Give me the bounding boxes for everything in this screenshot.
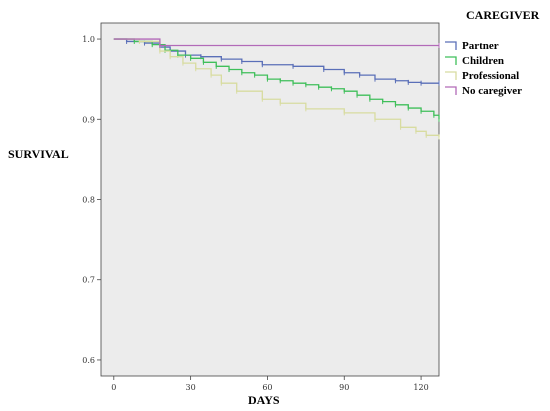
plot-area bbox=[100, 22, 440, 377]
series-lines bbox=[113, 38, 440, 140]
legend-swatch bbox=[445, 86, 457, 95]
legend-swatch bbox=[445, 56, 457, 65]
legend-title: CAREGIVER bbox=[466, 8, 540, 22]
legend: Partner Children Professional No caregiver bbox=[445, 40, 522, 97]
y-axis: 0.6 0.7 0.8 0.9 1.0 bbox=[82, 35, 101, 365]
x-tick-label: 90 bbox=[339, 383, 349, 392]
legend-entry: Professional bbox=[462, 70, 519, 82]
y-tick-label: 0.7 bbox=[82, 276, 95, 285]
x-tick-label: 60 bbox=[262, 383, 272, 392]
y-tick-label: 0.8 bbox=[82, 196, 95, 205]
legend-entry: Partner bbox=[462, 40, 499, 52]
x-tick-label: 0 bbox=[111, 383, 116, 392]
y-tick-label: 1.0 bbox=[82, 35, 95, 44]
legend-entry: Children bbox=[462, 55, 504, 67]
y-tick-label: 0.6 bbox=[82, 356, 95, 365]
legend-entry: No caregiver bbox=[462, 85, 522, 97]
x-axis: 0 30 60 90 120 bbox=[111, 376, 429, 392]
x-tick-label: 30 bbox=[186, 383, 196, 392]
x-axis-label: DAYS bbox=[248, 393, 280, 407]
y-tick-label: 0.9 bbox=[82, 115, 95, 124]
legend-swatch bbox=[445, 41, 457, 50]
x-tick-label: 120 bbox=[413, 383, 428, 392]
legend-swatch bbox=[445, 71, 457, 80]
series-line-no-caregiver bbox=[113, 38, 439, 47]
y-axis-label: SURVIVAL bbox=[8, 147, 69, 161]
